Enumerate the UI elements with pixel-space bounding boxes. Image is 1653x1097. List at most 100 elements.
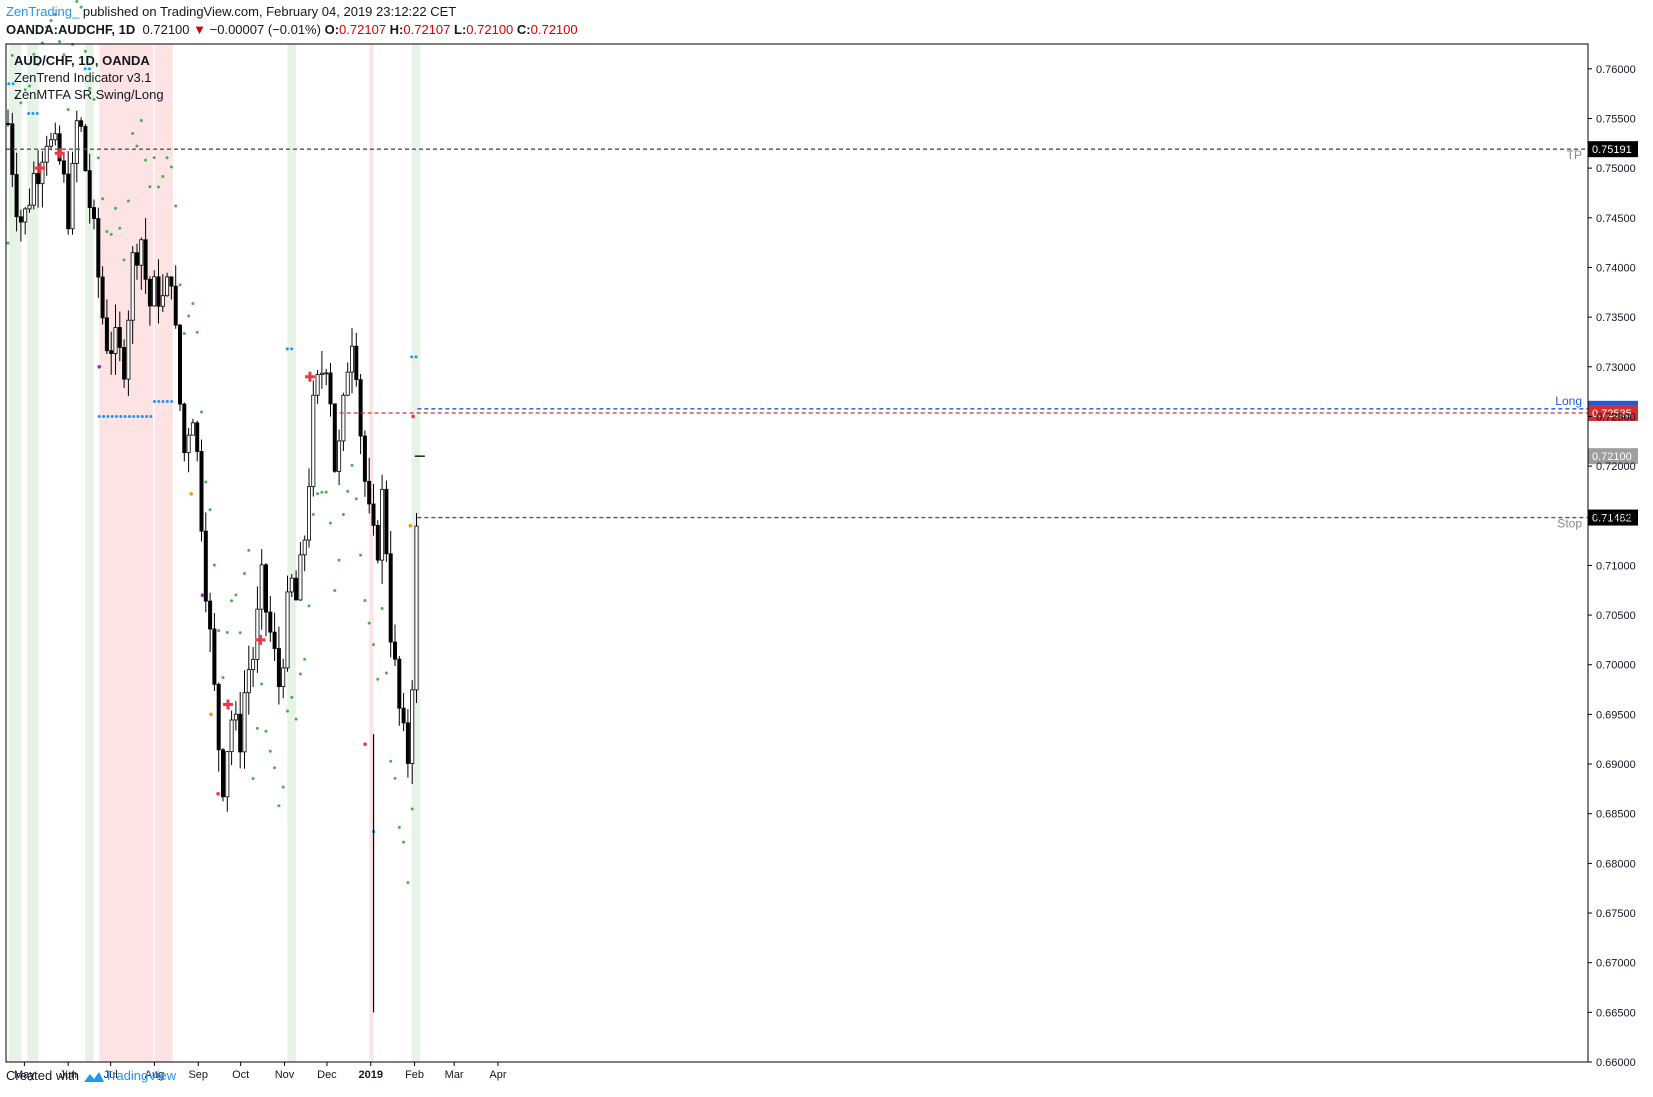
candle-body[interactable] bbox=[173, 285, 178, 326]
candle-body[interactable] bbox=[203, 530, 208, 602]
candle-body[interactable] bbox=[199, 451, 204, 532]
candle-body[interactable] bbox=[143, 239, 148, 280]
candle-body[interactable] bbox=[384, 488, 389, 555]
candle-body[interactable] bbox=[216, 683, 221, 751]
candle-body[interactable] bbox=[272, 631, 277, 649]
candle-body[interactable] bbox=[349, 345, 354, 373]
candle-body[interactable] bbox=[23, 208, 28, 223]
candle-body[interactable] bbox=[397, 658, 402, 709]
candle-body[interactable] bbox=[18, 216, 23, 223]
candle-body[interactable] bbox=[212, 628, 217, 685]
candle-body[interactable] bbox=[117, 327, 122, 348]
candle-body[interactable] bbox=[242, 692, 247, 753]
candle-body[interactable] bbox=[195, 422, 200, 452]
candle-body[interactable] bbox=[268, 611, 273, 633]
candle-body[interactable] bbox=[294, 577, 299, 601]
candle-body[interactable] bbox=[177, 324, 182, 405]
candle-body[interactable] bbox=[79, 120, 84, 127]
candle-body[interactable] bbox=[281, 667, 286, 688]
candle-body[interactable] bbox=[375, 525, 380, 561]
candle-body[interactable] bbox=[405, 722, 410, 764]
candle-body[interactable] bbox=[229, 719, 234, 753]
candle-body[interactable] bbox=[83, 125, 88, 172]
candle-body[interactable] bbox=[388, 553, 393, 643]
candle-body[interactable] bbox=[414, 525, 419, 691]
candle-body[interactable] bbox=[410, 689, 415, 764]
candle-body[interactable] bbox=[182, 403, 187, 454]
candle-body[interactable] bbox=[285, 591, 290, 669]
candle-body[interactable] bbox=[109, 350, 114, 354]
candle-body[interactable] bbox=[259, 564, 264, 610]
candle-body[interactable] bbox=[122, 347, 127, 380]
candle-body[interactable] bbox=[367, 480, 372, 505]
candle-body[interactable] bbox=[311, 394, 316, 488]
candle-body[interactable] bbox=[276, 648, 281, 688]
candle-body[interactable] bbox=[44, 145, 49, 163]
candle-body[interactable] bbox=[134, 252, 139, 266]
candle-body[interactable] bbox=[152, 276, 157, 307]
candle-body[interactable] bbox=[380, 488, 385, 561]
legend-indicator-zenmtfa[interactable]: ZenMTFA SR Swing/Long bbox=[14, 87, 164, 102]
candle-body[interactable] bbox=[190, 422, 195, 436]
candle-body[interactable] bbox=[169, 276, 174, 287]
candle-body[interactable] bbox=[36, 173, 41, 185]
candle-body[interactable] bbox=[74, 120, 79, 164]
candle-body[interactable] bbox=[289, 577, 294, 593]
candle-body[interactable] bbox=[96, 218, 101, 278]
candle-body[interactable] bbox=[324, 372, 329, 375]
candle-body[interactable] bbox=[208, 600, 213, 630]
candle-body[interactable] bbox=[57, 133, 62, 162]
candle-body[interactable] bbox=[104, 317, 109, 352]
candle-body[interactable] bbox=[31, 173, 36, 206]
legend-indicator-zentrend[interactable]: ZenTrend Indicator v3.1 bbox=[14, 70, 152, 85]
candle-body[interactable] bbox=[319, 372, 324, 375]
candle-body[interactable] bbox=[66, 173, 71, 230]
candle-body[interactable] bbox=[92, 207, 97, 219]
candle-body[interactable] bbox=[87, 170, 92, 208]
candle-body[interactable] bbox=[61, 160, 66, 175]
candle-body[interactable] bbox=[6, 123, 11, 125]
candle-body[interactable] bbox=[315, 374, 320, 396]
tradingview-link[interactable]: TradingView bbox=[104, 1068, 177, 1083]
candle-body[interactable] bbox=[298, 554, 303, 601]
candle-body[interactable] bbox=[70, 163, 75, 230]
candle-body[interactable] bbox=[358, 379, 363, 437]
candle-body[interactable] bbox=[147, 278, 152, 307]
candle-body[interactable] bbox=[362, 435, 367, 482]
candle-body[interactable] bbox=[225, 751, 230, 798]
candle-body[interactable] bbox=[306, 486, 311, 541]
candle-body[interactable] bbox=[53, 133, 58, 141]
trend-dot bbox=[79, 5, 83, 9]
candle-body[interactable] bbox=[27, 204, 32, 210]
candle-body[interactable] bbox=[49, 139, 54, 147]
candle-body[interactable] bbox=[160, 295, 165, 307]
candle-body[interactable] bbox=[337, 440, 342, 472]
candle-body[interactable] bbox=[341, 394, 346, 442]
candle-body[interactable] bbox=[251, 659, 256, 670]
candle-body[interactable] bbox=[126, 319, 131, 380]
candle-body[interactable] bbox=[354, 345, 359, 381]
author-link[interactable]: ZenTrading_ bbox=[6, 4, 80, 19]
candle-body[interactable] bbox=[371, 503, 376, 526]
candle-body[interactable] bbox=[392, 641, 397, 660]
candle-body[interactable] bbox=[165, 276, 170, 297]
candle-body[interactable] bbox=[332, 403, 337, 472]
candle-body[interactable] bbox=[186, 434, 191, 454]
candle-body[interactable] bbox=[328, 372, 333, 405]
candle-body[interactable] bbox=[113, 327, 118, 354]
candle-body[interactable] bbox=[233, 713, 238, 721]
candle-body[interactable] bbox=[130, 252, 135, 321]
candle-body[interactable] bbox=[139, 239, 144, 266]
candle-body[interactable] bbox=[156, 276, 161, 307]
candle-body[interactable] bbox=[238, 713, 243, 753]
candle-body[interactable] bbox=[263, 564, 268, 613]
candle-body[interactable] bbox=[220, 749, 225, 798]
candle-body[interactable] bbox=[401, 707, 406, 724]
candle-body[interactable] bbox=[100, 276, 105, 319]
candle-body[interactable] bbox=[302, 539, 307, 556]
candle-body[interactable] bbox=[345, 371, 350, 396]
candle-body[interactable] bbox=[255, 608, 260, 660]
candle-body[interactable] bbox=[14, 174, 19, 218]
candle-body[interactable] bbox=[246, 669, 251, 694]
